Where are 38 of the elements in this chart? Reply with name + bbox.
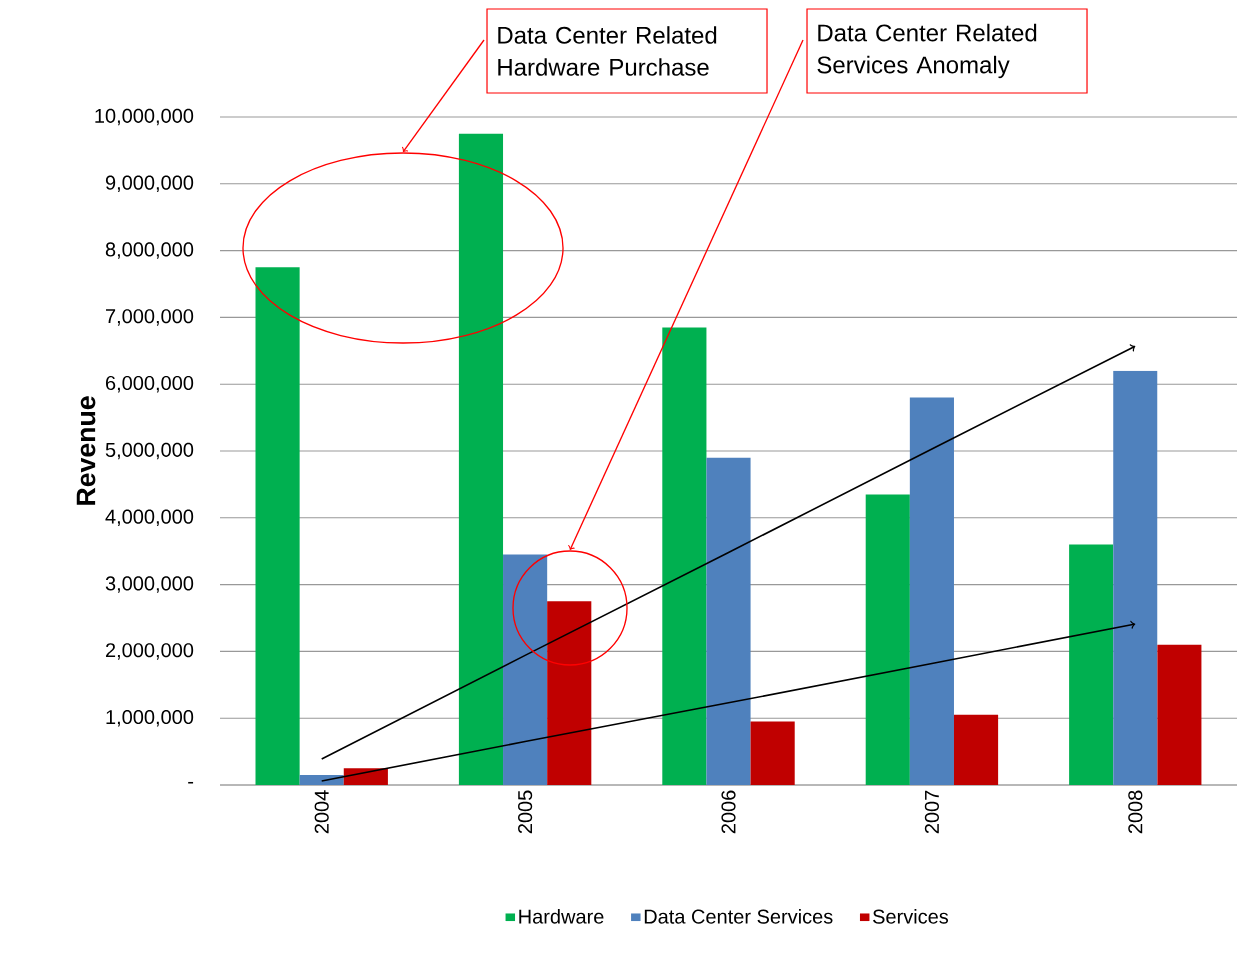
y-tick-label: 10,000,000 — [95, 108, 194, 126]
x-tick-label: 2007 — [924, 790, 939, 834]
bar — [662, 327, 707, 785]
y-tick-label: 5,000,000 — [105, 442, 194, 460]
bar — [909, 397, 954, 785]
bar — [1113, 370, 1158, 785]
bar — [1069, 544, 1114, 785]
y-axis-title: Revenue — [76, 396, 96, 505]
x-tick-label: 2005 — [518, 790, 533, 834]
y-tick-label: 7,000,000 — [106, 309, 194, 326]
bar — [343, 768, 388, 785]
bar — [255, 267, 300, 785]
y-tick-label: 9,000,000 — [105, 175, 194, 193]
text: Data Center Related Hardware Purchase — [498, 26, 717, 76]
bar — [503, 554, 548, 785]
bar — [706, 457, 751, 785]
bar — [458, 133, 504, 785]
y-tick-label: 3,000,000 — [105, 576, 194, 593]
line-series — [320, 344, 1136, 760]
text: Data Center Related Services Anomaly — [817, 23, 1037, 79]
y-tick-label: 1,000,000 — [106, 709, 194, 727]
y-tick-label: 4,000,000 — [105, 509, 194, 527]
bar — [865, 494, 910, 785]
legend-label: Hardware — [519, 909, 604, 924]
x-tick-label: 2006 — [721, 790, 736, 834]
bar — [953, 714, 999, 785]
y-tick-label: 2,000,000 — [105, 643, 194, 660]
x-tick-label: 2008 — [1128, 790, 1143, 834]
bar — [299, 774, 344, 785]
bar — [1157, 644, 1202, 785]
bar — [547, 601, 592, 785]
y-tick-label: - — [188, 781, 194, 784]
y-tick-label: 6,000,000 — [106, 375, 194, 393]
x-tick-label: 2004 — [314, 790, 329, 834]
y-tick-label: 8,000,000 — [105, 242, 194, 259]
bar — [750, 721, 795, 785]
legend-label: Services — [873, 909, 949, 924]
legend-label: Data Center Services — [644, 909, 833, 924]
